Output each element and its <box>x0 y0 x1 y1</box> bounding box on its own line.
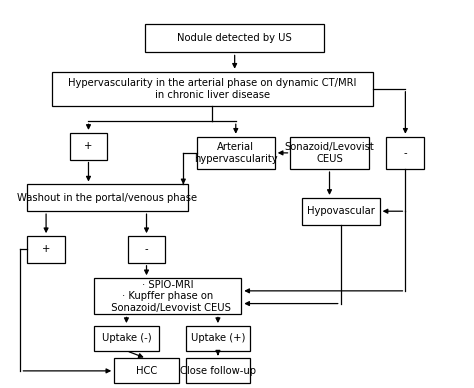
Text: Close follow-up: Close follow-up <box>180 366 256 376</box>
FancyBboxPatch shape <box>70 133 108 159</box>
FancyBboxPatch shape <box>27 184 188 211</box>
Text: HCC: HCC <box>136 366 157 376</box>
Text: · SPIO-MRI
· Kupffer phase on
  Sonazoid/Levovist CEUS: · SPIO-MRI · Kupffer phase on Sonazoid/L… <box>105 280 231 313</box>
FancyBboxPatch shape <box>128 236 165 263</box>
Text: +: + <box>42 244 50 255</box>
Text: Washout in the portal/venous phase: Washout in the portal/venous phase <box>18 193 198 203</box>
Text: -: - <box>145 244 148 255</box>
Text: Hypovascular: Hypovascular <box>307 206 374 216</box>
FancyBboxPatch shape <box>94 326 159 351</box>
FancyBboxPatch shape <box>27 236 65 263</box>
FancyBboxPatch shape <box>114 359 179 383</box>
FancyBboxPatch shape <box>301 198 380 225</box>
FancyBboxPatch shape <box>386 137 424 169</box>
FancyBboxPatch shape <box>185 326 250 351</box>
FancyBboxPatch shape <box>185 359 250 383</box>
Text: Hypervascularity in the arterial phase on dynamic CT/MRI
in chronic liver diseas: Hypervascularity in the arterial phase o… <box>68 78 356 100</box>
FancyBboxPatch shape <box>291 137 369 169</box>
Text: Nodule detected by US: Nodule detected by US <box>177 33 292 43</box>
Text: Uptake (+): Uptake (+) <box>191 333 245 343</box>
FancyBboxPatch shape <box>197 137 275 169</box>
Text: Uptake (-): Uptake (-) <box>101 333 151 343</box>
Text: Arterial
hypervascularity: Arterial hypervascularity <box>194 142 278 164</box>
FancyBboxPatch shape <box>52 72 373 106</box>
Text: +: + <box>84 141 93 151</box>
Text: -: - <box>403 148 407 158</box>
Text: Sonazoid/Levovist
CEUS: Sonazoid/Levovist CEUS <box>284 142 374 164</box>
FancyBboxPatch shape <box>146 24 324 52</box>
FancyBboxPatch shape <box>94 278 241 314</box>
